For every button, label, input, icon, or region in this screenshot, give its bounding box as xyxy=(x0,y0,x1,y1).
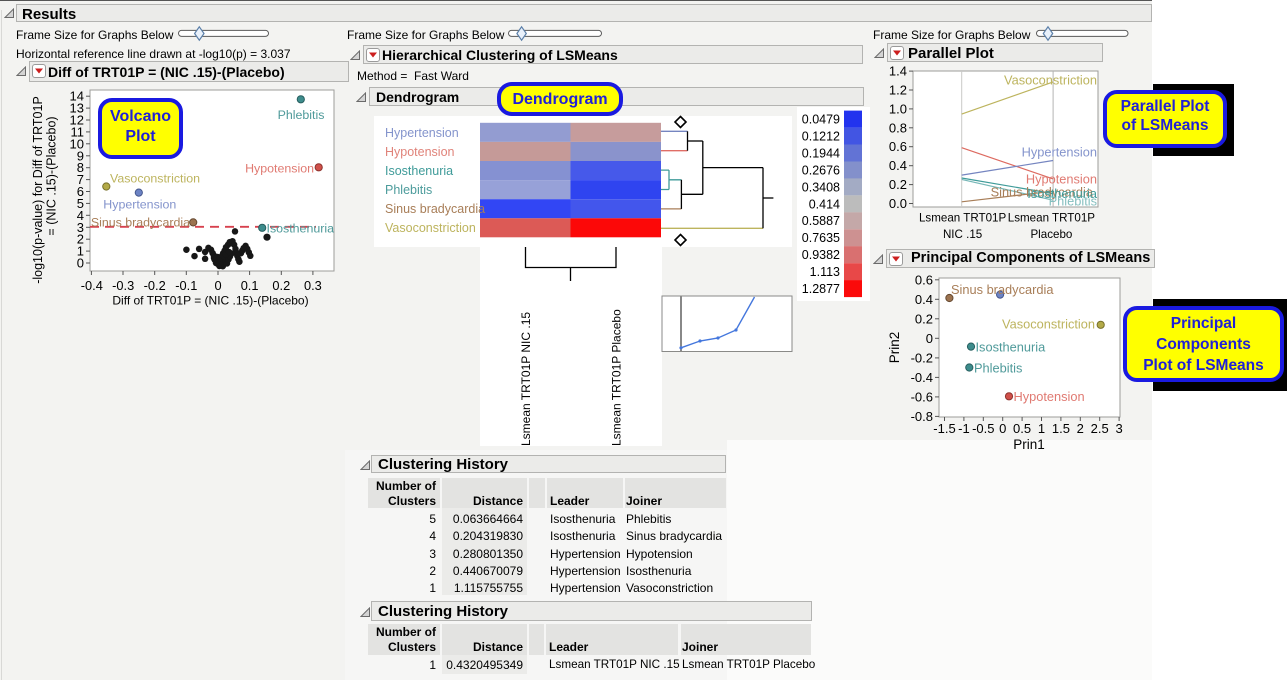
svg-text:5: 5 xyxy=(77,196,84,211)
svg-text:1: 1 xyxy=(77,244,84,259)
svg-text:10: 10 xyxy=(70,136,84,151)
svg-text:Isosthenuria: Isosthenuria xyxy=(976,340,1047,355)
svg-text:1: 1 xyxy=(1038,421,1045,436)
svg-text:0.3: 0.3 xyxy=(304,278,322,293)
svg-text:-0.2: -0.2 xyxy=(911,350,933,365)
svg-text:3: 3 xyxy=(1115,421,1122,436)
svg-text:-1.5: -1.5 xyxy=(933,421,955,436)
svg-text:Sinus bradycardia: Sinus bradycardia xyxy=(385,202,485,216)
svg-text:12: 12 xyxy=(70,113,84,128)
svg-text:2: 2 xyxy=(1077,421,1084,436)
svg-text:-0.8: -0.8 xyxy=(911,409,933,424)
svg-text:0.2676: 0.2676 xyxy=(802,163,840,177)
svg-text:0: 0 xyxy=(999,421,1006,436)
svg-text:Phlebitis: Phlebitis xyxy=(974,361,1022,376)
svg-text:0.1944: 0.1944 xyxy=(802,146,840,160)
svg-text:4: 4 xyxy=(77,208,84,223)
svg-text:-1: -1 xyxy=(958,421,970,436)
svg-text:11: 11 xyxy=(71,124,85,139)
svg-text:NIC .15: NIC .15 xyxy=(943,228,982,241)
svg-text:Isosthenuria: Isosthenuria xyxy=(1027,186,1098,201)
svg-text:Lsmean TRT01P Placebo: Lsmean TRT01P Placebo xyxy=(610,309,624,446)
svg-text:1.5: 1.5 xyxy=(1052,421,1070,436)
svg-text:Sinus bradycardia: Sinus bradycardia xyxy=(991,185,1094,200)
svg-text:0: 0 xyxy=(77,256,84,271)
svg-text:0.6: 0.6 xyxy=(915,272,933,287)
svg-text:0.8: 0.8 xyxy=(889,120,907,135)
svg-text:Sinus bradycardia: Sinus bradycardia xyxy=(91,216,190,230)
svg-text:-0.4: -0.4 xyxy=(911,370,933,385)
svg-text:-0.5: -0.5 xyxy=(972,421,994,436)
svg-text:0.4: 0.4 xyxy=(915,292,933,307)
svg-text:Lsmean TRT01P: Lsmean TRT01P xyxy=(919,212,1006,225)
svg-text:Placebo: Placebo xyxy=(1030,228,1072,241)
svg-text:Prin2: Prin2 xyxy=(887,332,902,364)
svg-text:8: 8 xyxy=(77,160,84,175)
svg-text:6: 6 xyxy=(77,184,84,199)
svg-text:-0.3: -0.3 xyxy=(112,278,134,293)
svg-text:0: 0 xyxy=(926,331,933,346)
svg-text:0.9382: 0.9382 xyxy=(802,248,840,262)
svg-text:Vasoconstriction: Vasoconstriction xyxy=(110,172,200,186)
svg-text:14: 14 xyxy=(70,89,84,104)
svg-text:13: 13 xyxy=(70,101,84,116)
svg-text:1.2877: 1.2877 xyxy=(802,282,840,296)
svg-text:Hypertension: Hypertension xyxy=(103,198,176,212)
svg-text:Vasoconstriction: Vasoconstriction xyxy=(1004,73,1097,88)
svg-text:-0.2: -0.2 xyxy=(144,278,166,293)
svg-text:Hypertension: Hypertension xyxy=(1022,145,1097,160)
svg-text:Prin1: Prin1 xyxy=(1013,437,1045,452)
svg-text:7: 7 xyxy=(77,172,84,187)
svg-text:Lsmean TRT01P: Lsmean TRT01P xyxy=(1008,212,1095,225)
svg-text:Isosthenuria: Isosthenuria xyxy=(385,164,453,178)
svg-text:0.1212: 0.1212 xyxy=(802,130,840,144)
svg-text:0.3408: 0.3408 xyxy=(802,180,840,194)
svg-text:9: 9 xyxy=(77,148,84,163)
svg-text:-0.1: -0.1 xyxy=(175,278,197,293)
svg-text:Hypotension: Hypotension xyxy=(245,162,314,176)
svg-text:-0.6: -0.6 xyxy=(911,389,933,404)
svg-text:2.5: 2.5 xyxy=(1091,421,1109,436)
svg-text:Hypotension: Hypotension xyxy=(385,145,455,159)
svg-text:Isosthenuria: Isosthenuria xyxy=(267,222,335,236)
svg-text:Hypotension: Hypotension xyxy=(1014,389,1085,404)
svg-text:1.113: 1.113 xyxy=(810,265,840,279)
svg-text:0: 0 xyxy=(214,278,221,293)
svg-text:0.0479: 0.0479 xyxy=(802,113,840,127)
svg-text:1.0: 1.0 xyxy=(889,101,907,116)
svg-text:Lsmean TRT01P NIC .15: Lsmean TRT01P NIC .15 xyxy=(519,312,533,446)
svg-text:= (NIC .15)-(Placebo): = (NIC .15)-(Placebo) xyxy=(45,116,59,235)
svg-text:0.5887: 0.5887 xyxy=(802,214,840,228)
svg-text:0.2: 0.2 xyxy=(889,177,907,192)
svg-text:0.0: 0.0 xyxy=(889,196,907,211)
svg-text:1.4: 1.4 xyxy=(889,64,907,79)
svg-text:-log10(p-value) for Diff of TR: -log10(p-value) for Diff of TRT01P xyxy=(31,96,45,284)
svg-text:2: 2 xyxy=(77,232,84,247)
svg-text:-0.4: -0.4 xyxy=(81,278,103,293)
svg-text:Sinus bradycardia: Sinus bradycardia xyxy=(951,282,1054,297)
svg-text:0.4: 0.4 xyxy=(889,158,907,173)
svg-text:Hypertension: Hypertension xyxy=(385,126,459,140)
svg-text:0.7635: 0.7635 xyxy=(802,231,840,245)
svg-text:Vasoconstriction: Vasoconstriction xyxy=(1002,317,1095,332)
svg-text:0.6: 0.6 xyxy=(889,139,907,154)
svg-text:0.414: 0.414 xyxy=(809,197,840,211)
svg-text:Diff of TRT01P = (NIC .15)-(Pl: Diff of TRT01P = (NIC .15)-(Placebo) xyxy=(112,294,308,308)
svg-text:3: 3 xyxy=(77,220,84,235)
svg-text:Phlebitis: Phlebitis xyxy=(278,108,325,122)
svg-text:0.1: 0.1 xyxy=(241,278,259,293)
svg-text:Phlebitis: Phlebitis xyxy=(385,183,432,197)
svg-text:1.2: 1.2 xyxy=(889,83,907,98)
svg-text:0.5: 0.5 xyxy=(1013,421,1031,436)
svg-text:Phlebitis: Phlebitis xyxy=(1049,193,1097,208)
svg-text:0.2: 0.2 xyxy=(915,311,933,326)
svg-text:Hypotension: Hypotension xyxy=(1026,172,1097,187)
svg-text:0.2: 0.2 xyxy=(272,278,290,293)
svg-text:Vasoconstriction: Vasoconstriction xyxy=(385,221,476,235)
